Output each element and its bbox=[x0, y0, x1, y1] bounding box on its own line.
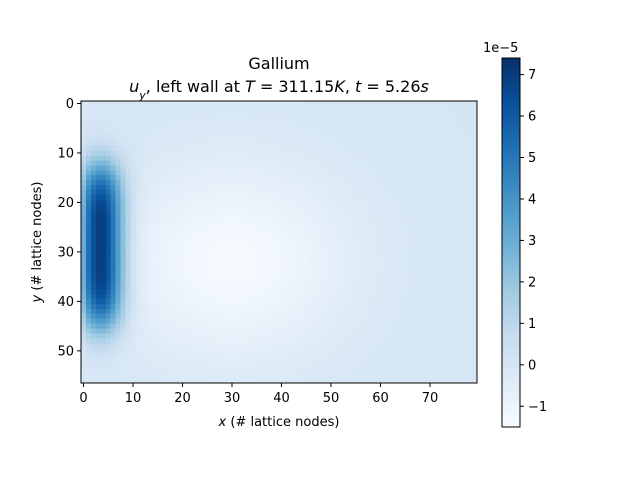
x-tick-label: 20 bbox=[174, 391, 191, 406]
colorbar-tick-label: 3 bbox=[528, 234, 536, 249]
colorbar bbox=[501, 57, 521, 428]
x-tick-label: 30 bbox=[224, 391, 241, 406]
colorbar-tick-label: 7 bbox=[528, 68, 536, 83]
colorbar-offset-text: 1e−5 bbox=[483, 41, 518, 56]
y-tick-label: 10 bbox=[57, 146, 74, 161]
y-tick-label: 50 bbox=[57, 344, 74, 359]
colorbar-axis: −1 0 1 2 3 4 5 6 7 bbox=[520, 68, 547, 415]
y-axis-label: y (# lattice nodes) bbox=[30, 182, 45, 304]
y-tick-label: 40 bbox=[57, 295, 74, 310]
y-axis: 0 10 20 30 40 50 bbox=[57, 97, 81, 359]
x-tick-label: 50 bbox=[323, 391, 340, 406]
x-axis-label: x (# lattice nodes) bbox=[218, 415, 340, 430]
chart-subtitle: uy, left wall at T = 311.15K, t = 5.26s bbox=[129, 77, 429, 102]
x-axis: 0 10 20 30 40 50 60 70 bbox=[79, 383, 438, 406]
x-tick-label: 10 bbox=[125, 391, 142, 406]
y-tick-label: 30 bbox=[57, 245, 74, 260]
plot-frame bbox=[80, 100, 478, 384]
heatmap-cells bbox=[81, 101, 478, 384]
colorbar-tick-label: 5 bbox=[528, 151, 536, 166]
x-tick-label: 0 bbox=[79, 391, 87, 406]
colorbar-tick-label: 4 bbox=[528, 192, 536, 207]
colorbar-tick-label: 6 bbox=[528, 110, 536, 125]
y-tick-label: 0 bbox=[66, 97, 74, 112]
x-tick-label: 40 bbox=[273, 391, 290, 406]
x-tick-label: 70 bbox=[422, 391, 439, 406]
colorbar-tick-label: 1 bbox=[528, 317, 536, 332]
y-tick-label: 20 bbox=[57, 196, 74, 211]
chart-title: Gallium bbox=[248, 54, 309, 73]
x-tick-label: 60 bbox=[372, 391, 389, 406]
colorbar-tick-label: −1 bbox=[528, 400, 547, 415]
colorbar-tick-label: 2 bbox=[528, 275, 536, 290]
colorbar-tick-label: 0 bbox=[528, 358, 536, 373]
